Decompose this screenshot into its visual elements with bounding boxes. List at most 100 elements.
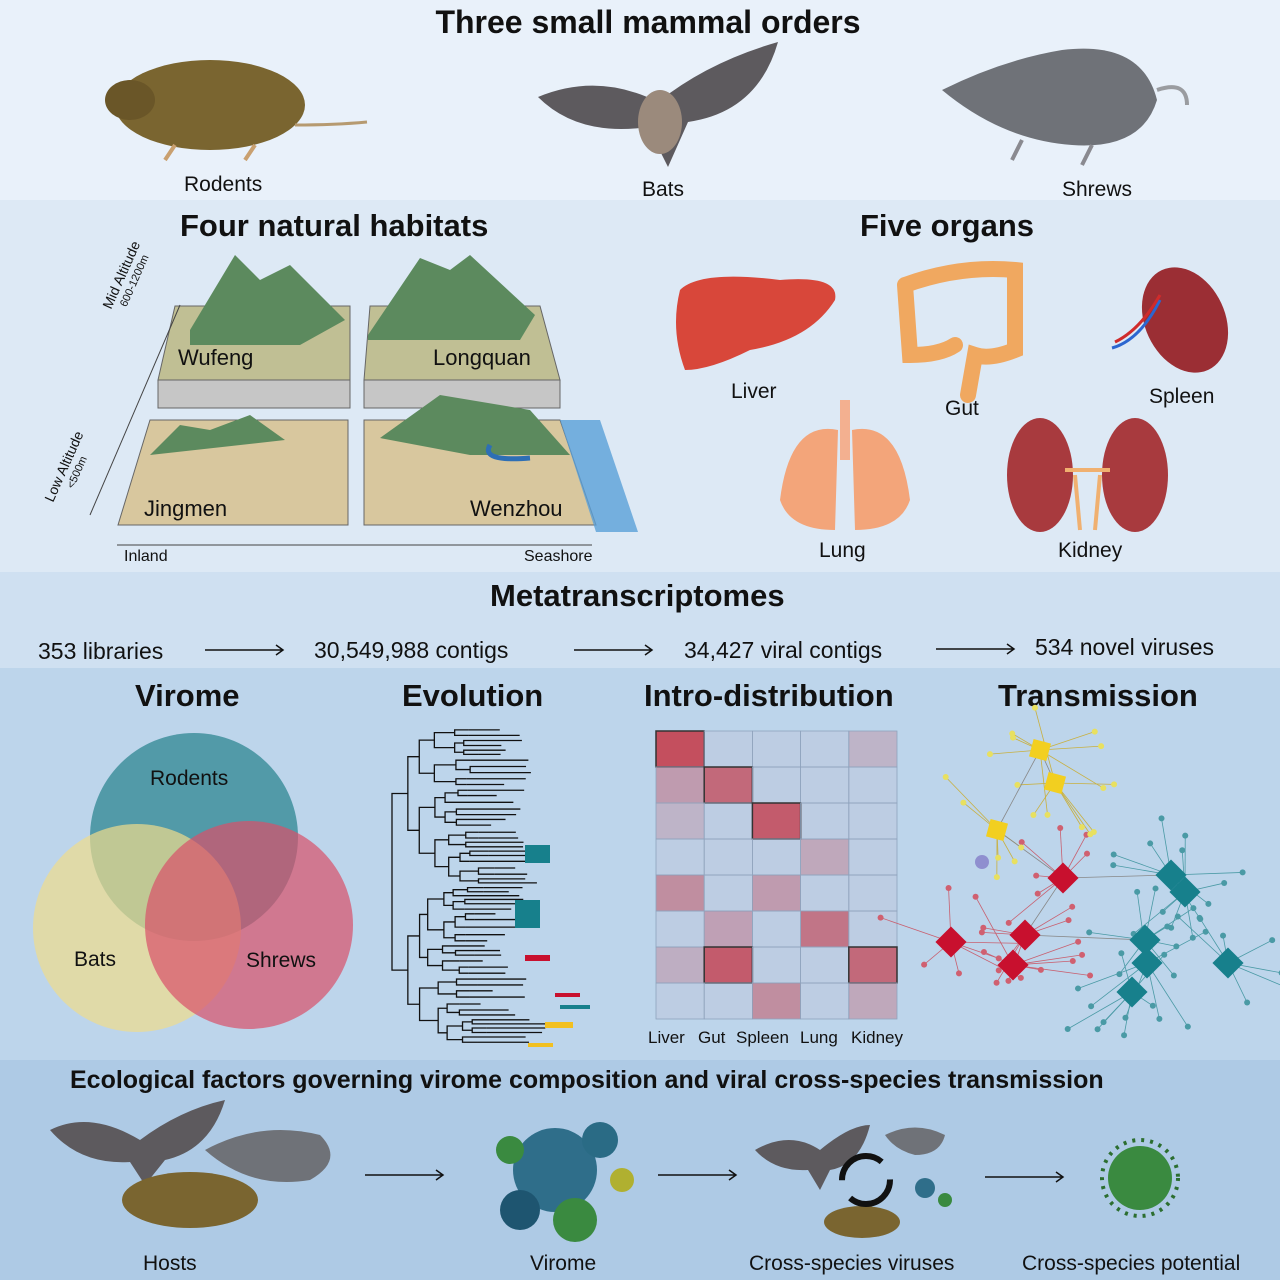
step-viral-contigs: 34,427 viral contigs xyxy=(684,637,883,663)
gut-icon xyxy=(897,261,1023,403)
heatmap-column-label: Spleen xyxy=(736,1028,789,1047)
tree-clade-highlight xyxy=(525,955,550,961)
heatmap-cell xyxy=(751,802,802,840)
bat-illustration xyxy=(538,42,778,167)
network-edge xyxy=(1054,782,1115,785)
heatmap-cell xyxy=(655,730,705,768)
network-node xyxy=(1005,977,1012,984)
tree-branch xyxy=(455,759,471,771)
network-node xyxy=(1110,851,1117,858)
organs-title: Five organs xyxy=(860,208,1034,243)
network-node xyxy=(1069,958,1076,965)
venn-label-bats: Bats xyxy=(74,948,117,971)
tree-branch xyxy=(469,765,485,774)
network-node xyxy=(1174,913,1181,920)
network-node xyxy=(1159,908,1166,915)
step-contigs: 30,549,988 contigs xyxy=(314,637,509,663)
network-node xyxy=(1221,880,1228,887)
network-node xyxy=(993,979,1000,986)
network-node xyxy=(978,929,985,936)
tree-branch xyxy=(455,978,478,986)
network-edge xyxy=(1024,934,1146,941)
network-node xyxy=(1091,728,1098,735)
network-node xyxy=(1134,888,1141,895)
network-node xyxy=(1018,839,1025,846)
network-node xyxy=(877,914,884,921)
virome-title: Virome xyxy=(135,678,240,713)
heatmap-cell xyxy=(703,730,753,768)
network-node xyxy=(1152,885,1159,892)
network-node xyxy=(1090,828,1097,835)
network-node xyxy=(1116,971,1123,978)
heatmap-cell xyxy=(703,874,753,912)
network-edge xyxy=(996,829,1064,879)
tree-branch xyxy=(455,808,471,816)
network-edge xyxy=(1039,749,1048,815)
network-node xyxy=(980,924,987,931)
network-node xyxy=(995,967,1002,974)
tree-branch xyxy=(455,778,467,786)
heatmap-column-label: Liver xyxy=(648,1028,685,1047)
tree-clade-highlight xyxy=(545,1022,573,1028)
network-node xyxy=(955,970,962,977)
shrews-label: Shrews xyxy=(1062,178,1133,201)
transmission-network xyxy=(877,704,1280,1039)
network-node xyxy=(1161,951,1168,958)
network-node xyxy=(1244,999,1251,1006)
heatmap-cell xyxy=(848,838,898,876)
heatmap-cell xyxy=(752,838,802,876)
network-node xyxy=(1034,890,1041,897)
network-hub-node xyxy=(985,818,1009,842)
bats-label: Bats xyxy=(642,178,685,201)
tree-branch xyxy=(433,764,456,783)
network-node xyxy=(1031,704,1038,711)
organ-illustrations xyxy=(676,261,1229,532)
heatmap-cell xyxy=(655,910,705,948)
network-node xyxy=(995,854,1002,861)
network-node xyxy=(1014,781,1021,788)
heatmap-cell xyxy=(800,766,850,804)
habitats-map xyxy=(89,255,638,546)
tree-branch xyxy=(407,756,420,831)
hosts-illustration xyxy=(50,1100,331,1228)
heatmap-cell xyxy=(655,982,705,1020)
network-edge xyxy=(880,917,952,943)
transmission-title: Transmission xyxy=(998,678,1198,713)
network-hub-node xyxy=(1043,771,1067,795)
network-node xyxy=(1088,1003,1095,1010)
tree-branch xyxy=(391,792,408,971)
network-edge xyxy=(1039,749,1104,789)
organ-spleen-label: Spleen xyxy=(1149,385,1215,408)
tree-branch xyxy=(455,990,470,998)
network-node xyxy=(1087,972,1094,979)
network-node xyxy=(1017,974,1024,981)
network-node xyxy=(1158,815,1165,822)
network-node xyxy=(1110,862,1117,869)
network-node xyxy=(1164,923,1171,930)
network-node xyxy=(1069,903,1076,910)
organ-gut-label: Gut xyxy=(945,397,979,420)
network-node xyxy=(960,799,967,806)
network-edge xyxy=(1039,745,1102,751)
network-node xyxy=(921,961,928,968)
network-node xyxy=(986,751,993,758)
site-jingmen: Jingmen xyxy=(144,496,228,521)
lung-icon xyxy=(780,428,910,530)
rodent-illustration xyxy=(105,60,368,162)
ecology-title: Ecological factors governing virome comp… xyxy=(70,1066,1104,1094)
shrew-illustration xyxy=(942,48,1189,166)
heatmap-cell xyxy=(655,838,705,876)
metatranscriptomes-section xyxy=(0,572,1280,668)
tree-branch xyxy=(466,886,484,893)
network-node xyxy=(1220,932,1227,939)
network-node xyxy=(1156,1015,1163,1022)
cross-species-illustration xyxy=(755,1125,952,1238)
network-node xyxy=(942,773,949,780)
tree-clade-highlight xyxy=(525,845,550,863)
heatmap-cell xyxy=(655,946,705,984)
venn-label-shrews: Shrews xyxy=(246,949,317,972)
cycle-icon xyxy=(839,1153,893,1207)
heatmap-cell xyxy=(848,766,898,804)
metatranscriptomes-title: Metatranscriptomes xyxy=(490,578,785,613)
